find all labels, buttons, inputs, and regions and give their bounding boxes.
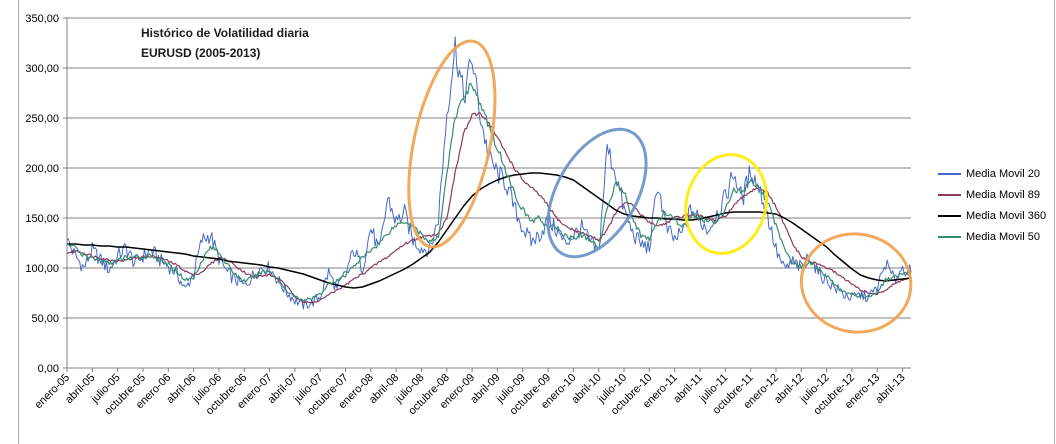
x-axis-tick-label: enero-05 — [32, 372, 72, 412]
y-axis-labels: 0,00 50,00 100,00 150,00 200,00 250,00 300,00 3… — [25, 13, 59, 375]
x-axis-labels: enero-05abril-05julio-05octubre-05enero-… — [32, 368, 908, 417]
legend-label: Media Movil 89 — [966, 188, 1040, 201]
y-axis-tick-label: 200,00 — [25, 163, 59, 175]
y-axis-tick-label: 300,00 — [25, 63, 59, 75]
legend-line-sample — [938, 235, 961, 238]
legend-label: Media Movil 360 — [966, 209, 1047, 222]
y-axis-tick-label: 350,00 — [25, 13, 59, 25]
legend-item-media-movil-360: Media Movil 360 — [938, 205, 1046, 226]
legend: Media Movil 20 Media Movil 89 Media Movil … — [938, 163, 1046, 247]
legend-item-media-movil-89: Media Movil 89 — [938, 184, 1046, 205]
series-line-media-movil-360 — [67, 172, 912, 289]
chart-title-line2: EURUSD (2005-2013) — [141, 46, 261, 60]
legend-line-sample — [938, 193, 961, 196]
legend-line-sample — [938, 172, 961, 175]
legend-item-media-movil-50: Media Movil 50 — [938, 226, 1046, 247]
left-frame-line — [18, 0, 19, 444]
chart-title: Histórico de Volatilidad diaria EURUSD (… — [141, 23, 309, 63]
y-axis-tick-label: 150,00 — [25, 213, 59, 225]
series-line-media-movil-89 — [66, 111, 912, 304]
annotation-ellipse-4 — [799, 232, 913, 334]
annotation-ellipse-1 — [407, 39, 497, 249]
y-axis-tick-label: 0,00 — [38, 363, 59, 375]
legend-label: Media Movil 20 — [966, 167, 1040, 180]
annotation-ellipse-3 — [684, 153, 769, 255]
y-axis-tick-label: 50,00 — [31, 313, 59, 325]
right-frame-line — [1054, 0, 1055, 444]
legend-label: Media Movil 50 — [966, 230, 1040, 243]
y-axis-tick-label: 100,00 — [25, 263, 59, 275]
legend-item-media-movil-20: Media Movil 20 — [938, 163, 1046, 184]
legend-line-sample — [938, 214, 961, 217]
chart-title-line1: Histórico de Volatilidad diaria — [141, 26, 309, 40]
annotation-ellipse-2 — [546, 127, 648, 259]
series-line-media-movil-50 — [66, 82, 912, 302]
gridlines — [63, 17, 911, 369]
y-axis-tick-label: 250,00 — [25, 113, 59, 125]
